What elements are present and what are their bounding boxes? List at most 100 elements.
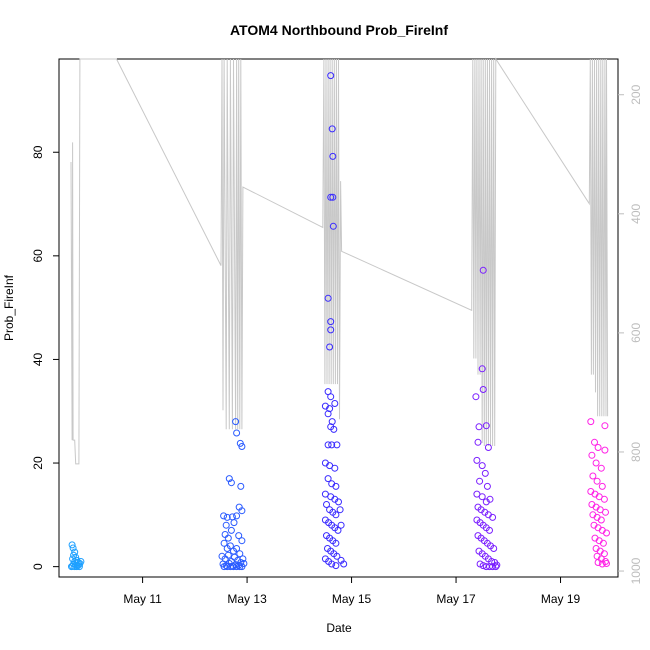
data-point bbox=[222, 521, 230, 529]
data-point bbox=[478, 365, 486, 373]
data-point bbox=[328, 125, 336, 133]
data-point bbox=[474, 438, 482, 446]
data-point bbox=[476, 477, 484, 485]
data-point bbox=[233, 512, 241, 520]
data-point bbox=[330, 425, 338, 433]
data-point bbox=[68, 563, 75, 571]
data-point bbox=[223, 513, 231, 521]
data-point bbox=[68, 541, 76, 549]
y-tick-label: 60 bbox=[31, 249, 45, 263]
data-point bbox=[335, 498, 342, 506]
data-point bbox=[232, 418, 240, 426]
data-point bbox=[331, 464, 339, 472]
data-point bbox=[224, 534, 232, 542]
x-tick-label: May 11 bbox=[123, 592, 162, 606]
y-tick-label: 80 bbox=[31, 145, 45, 159]
data-point bbox=[601, 446, 609, 454]
data-point bbox=[483, 482, 491, 490]
data-point bbox=[479, 266, 487, 274]
data-point bbox=[473, 456, 481, 464]
data-point bbox=[597, 464, 605, 472]
data-point bbox=[489, 513, 497, 521]
data-point bbox=[599, 539, 607, 547]
data-point bbox=[475, 423, 483, 431]
data-point bbox=[327, 326, 335, 334]
data-point bbox=[600, 495, 608, 503]
x-tick-label: May 15 bbox=[332, 592, 372, 606]
data-point bbox=[329, 152, 337, 160]
data-point bbox=[324, 441, 332, 449]
chart-title: ATOM4 Northbound Prob_FireInf bbox=[230, 22, 448, 38]
data-point bbox=[332, 539, 340, 547]
data-point bbox=[239, 555, 247, 563]
data-point bbox=[329, 222, 337, 230]
data-point bbox=[230, 519, 238, 527]
data-point bbox=[332, 482, 340, 490]
data-point bbox=[324, 410, 332, 418]
data-point bbox=[233, 429, 241, 437]
data-point bbox=[75, 561, 83, 569]
data-point bbox=[240, 560, 248, 567]
data-point bbox=[69, 544, 77, 552]
data-point bbox=[603, 560, 610, 567]
data-point bbox=[482, 422, 490, 430]
data-point bbox=[336, 506, 344, 514]
y2-tick-label: 600 bbox=[629, 323, 643, 343]
data-point bbox=[233, 545, 241, 552]
data-point bbox=[324, 294, 332, 302]
y-axis-label: Prob_FireInf bbox=[2, 274, 16, 341]
data-point bbox=[327, 72, 335, 80]
data-point bbox=[225, 475, 233, 483]
data-point bbox=[594, 559, 602, 566]
data-point bbox=[328, 441, 336, 449]
x-tick-label: May 13 bbox=[227, 592, 267, 606]
data-point bbox=[236, 550, 244, 558]
data-point bbox=[327, 318, 335, 326]
data-point bbox=[71, 548, 79, 556]
secondary-line bbox=[70, 57, 609, 465]
data-point bbox=[589, 472, 597, 480]
y2-tick-label: 800 bbox=[629, 442, 643, 462]
data-point bbox=[333, 441, 341, 449]
data-point bbox=[224, 551, 232, 559]
data-point bbox=[486, 495, 494, 503]
y-axis-left: 0 20 40 60 80 bbox=[31, 145, 59, 570]
data-point bbox=[598, 482, 606, 490]
data-point bbox=[332, 511, 340, 519]
data-point bbox=[221, 531, 229, 538]
data-point bbox=[601, 422, 609, 430]
data-point bbox=[340, 560, 348, 568]
data-point bbox=[326, 343, 334, 351]
data-point bbox=[603, 529, 610, 537]
data-point bbox=[226, 542, 234, 550]
scatter-points bbox=[68, 72, 610, 571]
data-point bbox=[324, 475, 332, 483]
data-point bbox=[328, 560, 336, 568]
data-point bbox=[598, 560, 606, 568]
data-point bbox=[472, 393, 480, 401]
data-point bbox=[492, 563, 500, 571]
data-point bbox=[597, 516, 605, 524]
data-point bbox=[588, 451, 596, 459]
x-axis-label: Date bbox=[326, 621, 352, 635]
data-point bbox=[332, 562, 340, 570]
data-point bbox=[481, 469, 489, 477]
data-point bbox=[333, 552, 341, 560]
data-point bbox=[331, 400, 339, 407]
data-point bbox=[238, 537, 246, 545]
data-point bbox=[587, 418, 595, 426]
data-point bbox=[493, 561, 501, 569]
data-point bbox=[238, 443, 246, 450]
data-point bbox=[227, 479, 235, 487]
y2-tick-label: 200 bbox=[629, 84, 643, 104]
data-point bbox=[71, 563, 79, 571]
data-point bbox=[593, 477, 601, 485]
data-point bbox=[602, 508, 609, 516]
data-point bbox=[220, 512, 228, 520]
data-point bbox=[327, 193, 335, 201]
data-point bbox=[489, 563, 497, 571]
data-point bbox=[490, 545, 498, 552]
data-point bbox=[478, 462, 486, 470]
line-series bbox=[70, 57, 609, 465]
